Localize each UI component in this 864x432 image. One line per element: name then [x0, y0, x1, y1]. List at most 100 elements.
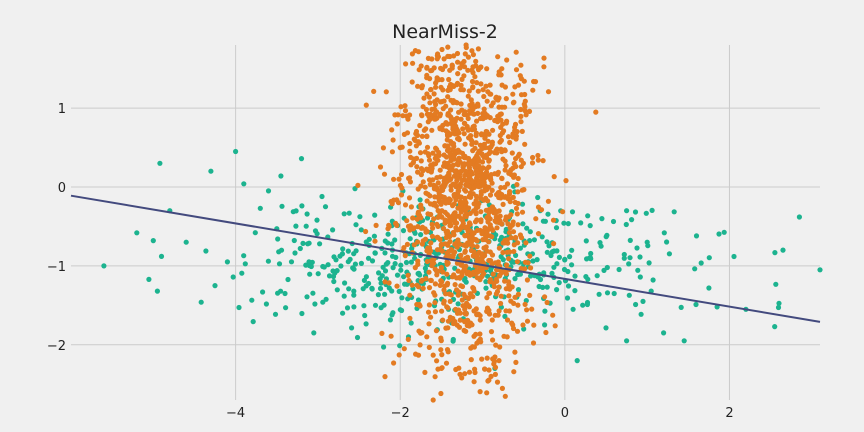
data-point — [499, 175, 505, 182]
data-point — [407, 148, 413, 154]
data-point — [333, 257, 339, 263]
data-point — [485, 198, 491, 204]
data-point — [505, 195, 511, 202]
data-point — [448, 183, 454, 189]
data-point — [496, 308, 502, 314]
data-point — [483, 83, 489, 89]
data-point — [515, 222, 521, 228]
data-point — [513, 67, 520, 73]
data-point — [461, 162, 467, 168]
data-point — [353, 248, 359, 254]
data-point — [473, 331, 479, 337]
data-point — [650, 277, 656, 283]
data-point — [437, 211, 443, 217]
data-point — [299, 203, 305, 209]
data-point — [415, 271, 421, 277]
data-point — [417, 197, 423, 203]
data-point — [445, 94, 451, 100]
data-point — [434, 175, 440, 181]
data-point — [479, 231, 485, 237]
data-point — [556, 280, 562, 286]
data-point — [433, 328, 439, 334]
data-point — [495, 54, 501, 60]
data-point — [341, 211, 347, 217]
data-point — [621, 251, 627, 258]
data-point — [583, 274, 589, 280]
data-point — [479, 146, 485, 152]
data-point — [549, 270, 555, 276]
data-point — [346, 210, 352, 216]
data-point — [693, 301, 699, 308]
data-point — [311, 330, 317, 336]
data-point — [432, 116, 439, 122]
data-point — [469, 171, 475, 177]
data-point — [452, 318, 458, 325]
data-point — [550, 217, 557, 223]
data-point — [466, 88, 472, 94]
data-point — [511, 248, 517, 255]
data-point — [445, 44, 451, 50]
data-point — [470, 124, 476, 130]
data-point — [340, 246, 346, 252]
data-point — [498, 300, 504, 307]
data-point — [419, 133, 425, 139]
data-point — [400, 113, 406, 119]
data-point — [498, 254, 504, 260]
data-point — [495, 171, 501, 177]
data-point — [409, 79, 415, 85]
data-point — [382, 374, 388, 380]
data-point — [457, 65, 463, 71]
data-point — [424, 144, 431, 150]
data-point — [402, 108, 409, 114]
data-point — [444, 137, 450, 143]
decision-line — [70, 194, 821, 323]
data-point — [440, 87, 446, 93]
data-point — [478, 219, 484, 225]
data-point — [489, 252, 496, 258]
data-points — [101, 42, 823, 403]
data-point — [389, 253, 396, 259]
data-point — [487, 311, 493, 317]
data-point — [424, 65, 430, 71]
data-point — [418, 166, 425, 172]
data-point — [463, 188, 469, 194]
data-point — [520, 221, 526, 227]
data-point — [435, 51, 441, 57]
data-point — [524, 318, 531, 324]
data-point — [431, 161, 437, 167]
data-point — [506, 282, 512, 288]
data-point — [433, 184, 440, 191]
data-point — [423, 126, 429, 132]
data-point — [444, 304, 450, 310]
data-point — [392, 237, 398, 243]
data-point — [455, 237, 461, 243]
data-point — [507, 189, 513, 195]
data-point — [513, 156, 519, 162]
data-point — [637, 274, 643, 280]
data-point — [637, 254, 643, 260]
data-point — [443, 291, 449, 297]
data-point — [150, 238, 156, 244]
data-point — [423, 276, 429, 282]
data-point — [404, 218, 410, 224]
data-point — [426, 177, 433, 183]
data-point — [470, 158, 476, 164]
data-point — [478, 209, 484, 215]
data-point — [446, 249, 452, 255]
data-point — [462, 141, 468, 147]
data-point — [465, 115, 471, 122]
data-point — [408, 204, 414, 210]
data-point — [487, 149, 493, 155]
data-point — [426, 94, 432, 100]
data-point — [386, 280, 392, 286]
data-point — [424, 248, 430, 254]
data-point — [439, 308, 445, 314]
data-point — [490, 127, 496, 133]
data-point — [432, 374, 438, 380]
data-point — [265, 188, 272, 194]
data-point — [502, 278, 508, 284]
data-point — [483, 279, 489, 285]
data-point — [363, 228, 369, 235]
data-point — [531, 78, 537, 85]
data-point — [433, 145, 439, 151]
